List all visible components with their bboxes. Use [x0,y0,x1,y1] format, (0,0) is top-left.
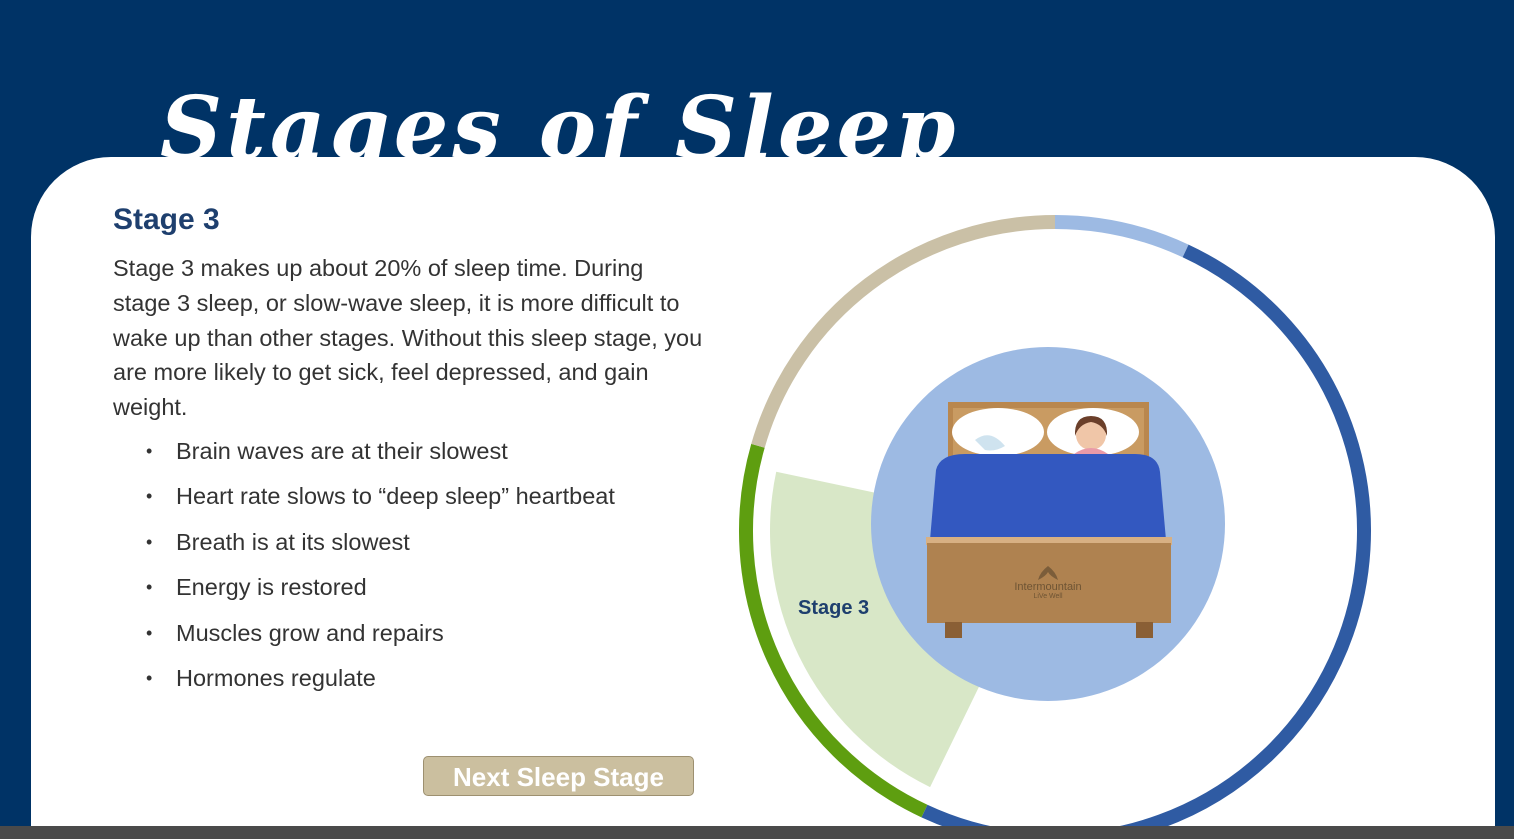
ring-segment-stage-2[interactable] [921,244,1371,839]
ring-segment-stage-4[interactable] [751,215,1056,448]
list-item: • Breath is at its slowest [146,525,615,570]
next-sleep-stage-button[interactable]: Next Sleep Stage [423,756,694,796]
bed-logo-name: Intermountain [1014,581,1081,593]
bed-logo-tagline: LiVe Well [1033,593,1062,600]
bullet-icon: • [146,441,153,461]
bullet-text: Breath is at its slowest [176,528,410,555]
bed-icon: Intermountain LiVe Well [926,402,1172,638]
bullet-icon: • [146,486,153,507]
intermountain-logo-icon: Intermountain LiVe Well [1014,566,1082,600]
active-stage-label: Stage 3 [798,597,869,619]
content-card [31,157,1495,839]
page-title: Stages of Sleep [160,77,960,179]
ring-segment-stage-1[interactable] [1054,215,1189,258]
bullet-text: Muscles grow and repairs [176,619,444,646]
blanket [930,454,1166,540]
bullet-text: Energy is restored [176,574,367,601]
list-item: • Energy is restored [146,570,615,615]
bullet-icon: • [146,667,153,688]
list-item: • Hormones regulate [146,661,615,706]
bullet-icon: • [146,622,153,643]
stage-facts-list: • Brain waves are at their slowest • Heart… [146,434,615,706]
bullet-icon: • [146,577,153,598]
bullet-text: Heart rate slows to “deep sleep” heartbe… [176,483,615,510]
active-stage-wedge[interactable] [769,471,985,788]
stage-description: Stage 3 makes up about 20% of sleep time… [113,255,703,421]
list-item: • Muscles grow and repairs [146,616,615,661]
bullet-text: Hormones regulate [176,664,376,691]
stage-heading: Stage 3 [113,203,220,236]
ring-segment-stage-3[interactable] [739,443,928,818]
bullet-icon: • [146,531,153,552]
bullet-text: Brain waves are at their slowest [176,438,508,464]
bottom-bar [0,826,1514,839]
list-item: • Brain waves are at their slowest [146,434,615,479]
sleeper-head [1076,420,1106,450]
list-item: • Heart rate slows to “deep sleep” heartb… [146,479,615,524]
